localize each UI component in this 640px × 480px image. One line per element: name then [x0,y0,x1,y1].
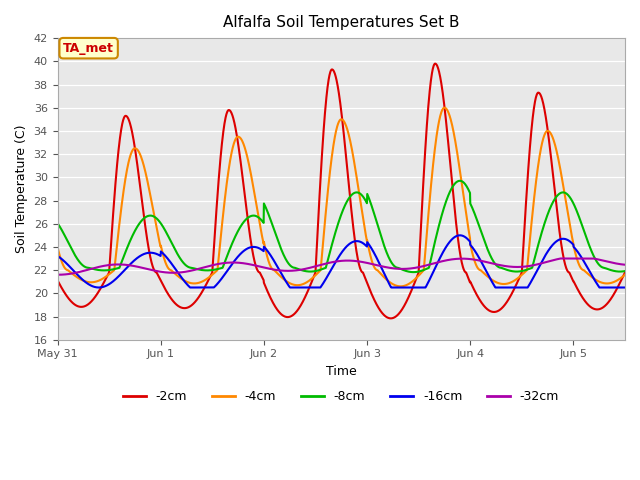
-4cm [397,284,404,289]
-2cm [501,302,509,308]
-16cm [315,285,323,290]
-16cm [605,285,613,290]
-32cm [330,259,337,265]
-16cm [605,285,612,290]
-4cm [83,279,90,285]
-8cm [315,267,323,273]
Line: -4cm: -4cm [58,108,625,287]
Text: TA_met: TA_met [63,42,114,55]
-4cm [605,280,613,286]
-8cm [501,266,509,272]
-16cm [621,285,629,290]
-4cm [330,142,337,148]
-4cm [605,280,612,286]
-16cm [54,253,61,259]
-8cm [54,220,61,226]
-32cm [557,256,564,262]
-16cm [186,285,194,290]
-8cm [605,266,612,272]
-2cm [621,270,629,276]
-32cm [605,259,613,265]
-4cm [54,244,61,250]
-4cm [440,105,448,110]
-4cm [621,272,629,277]
-2cm [605,299,612,305]
-16cm [83,280,90,286]
-2cm [54,277,61,283]
Line: -32cm: -32cm [58,259,625,275]
-8cm [330,236,337,242]
Line: -2cm: -2cm [58,64,625,318]
Legend: -2cm, -4cm, -8cm, -16cm, -32cm: -2cm, -4cm, -8cm, -16cm, -32cm [118,385,564,408]
-8cm [605,267,613,273]
Line: -16cm: -16cm [58,235,625,288]
-32cm [315,263,323,268]
-16cm [330,262,337,268]
Line: -8cm: -8cm [58,181,625,272]
-4cm [315,269,323,275]
Y-axis label: Soil Temperature (C): Soil Temperature (C) [15,125,28,253]
Title: Alfalfa Soil Temperatures Set B: Alfalfa Soil Temperatures Set B [223,15,460,30]
-2cm [605,299,613,304]
-32cm [54,272,61,277]
-2cm [83,302,90,308]
-2cm [330,68,337,73]
-8cm [410,269,417,275]
-32cm [83,267,91,273]
-16cm [456,232,463,238]
-16cm [501,285,509,290]
-32cm [55,272,63,277]
-32cm [605,259,612,265]
-8cm [621,268,629,274]
X-axis label: Time: Time [326,365,356,378]
-32cm [500,263,508,269]
-8cm [83,264,90,270]
-2cm [387,315,395,321]
-32cm [621,262,629,268]
-2cm [431,61,439,67]
-2cm [315,214,323,219]
-4cm [501,281,509,287]
-8cm [456,178,463,184]
